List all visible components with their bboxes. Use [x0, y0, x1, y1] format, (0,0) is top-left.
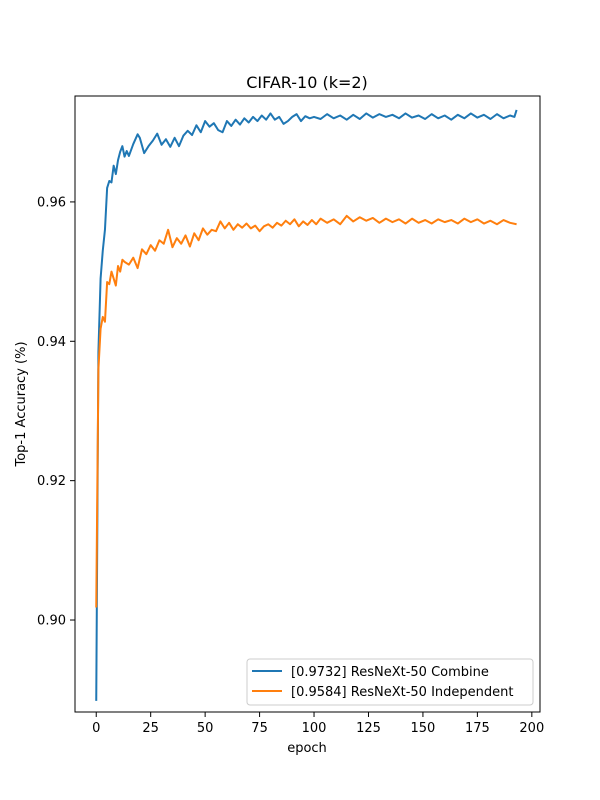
x-tick-label: 175 — [465, 721, 490, 736]
y-tick-label: 0.92 — [37, 474, 66, 489]
x-tick-label: 100 — [302, 721, 327, 736]
x-tick-label: 125 — [356, 721, 381, 736]
x-tick-label: 75 — [251, 721, 268, 736]
chart-title: CIFAR-10 (k=2) — [246, 73, 368, 92]
legend-label-combine: [0.9732] ResNeXt-50 Combine — [291, 665, 489, 680]
y-tick-label: 0.96 — [37, 195, 66, 210]
legend-box — [246, 658, 534, 706]
plot-area — [74, 95, 541, 713]
x-axis-label: epoch — [287, 741, 327, 756]
x-axis-ticks: 0 25 50 75 100 125 150 175 200 — [92, 712, 544, 736]
x-tick-label: 0 — [92, 721, 100, 736]
series-layer — [95, 109, 518, 701]
x-tick-label: 150 — [411, 721, 436, 736]
y-axis-label: Top-1 Accuracy (%) — [14, 341, 29, 467]
legend: [0.9732] ResNeXt-50 Combine [0.9584] Res… — [246, 658, 534, 706]
legend-label-independent: [0.9584] ResNeXt-50 Independent — [291, 685, 513, 700]
y-tick-label: 0.90 — [37, 614, 66, 629]
series-line-0 — [95, 109, 518, 701]
x-tick-label: 50 — [197, 721, 214, 736]
y-tick-label: 0.94 — [37, 335, 66, 350]
x-tick-label: 200 — [519, 721, 544, 736]
series-line-1 — [95, 214, 517, 608]
y-axis-ticks: 0.90 0.92 0.94 0.96 — [37, 195, 75, 629]
x-tick-label: 25 — [142, 721, 159, 736]
